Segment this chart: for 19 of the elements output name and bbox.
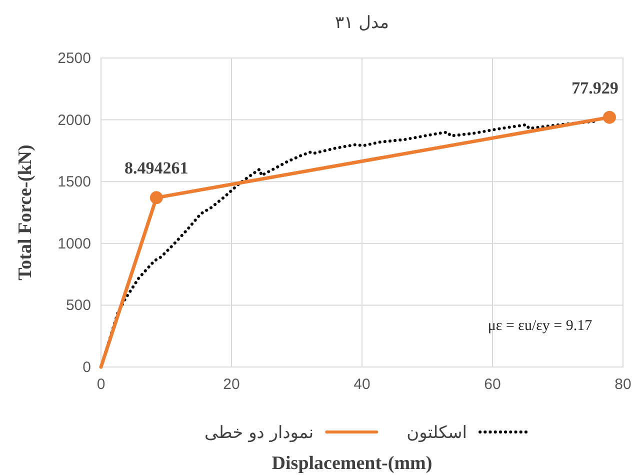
- y-tick-label: 2000: [58, 112, 91, 129]
- legend-label: اسکلتون: [406, 423, 467, 443]
- y-tick-label: 500: [66, 297, 91, 314]
- y-tick-label: 0: [82, 359, 91, 376]
- y-tick-label: 2500: [58, 50, 91, 67]
- chart-title: مدل ۳۱: [334, 13, 390, 33]
- x-tick-label: 60: [484, 376, 501, 393]
- x-axis-title: Displacement-(mm): [272, 453, 432, 474]
- annotation: με = εu/εy = 9.17: [488, 318, 593, 334]
- annotation: 77.929: [572, 78, 618, 98]
- y-tick-label: 1500: [58, 174, 91, 191]
- x-tick-label: 0: [96, 376, 106, 393]
- y-tick-label: 1000: [58, 235, 91, 252]
- y-axis-title: Total Force-(kN): [15, 144, 36, 280]
- x-tick-label: 40: [354, 376, 370, 393]
- annotation: 8.494261: [124, 158, 188, 178]
- legend-label: نمودار دو خطی: [204, 423, 314, 443]
- x-tick-label: 80: [614, 376, 632, 393]
- x-tick-label: 20: [223, 376, 240, 393]
